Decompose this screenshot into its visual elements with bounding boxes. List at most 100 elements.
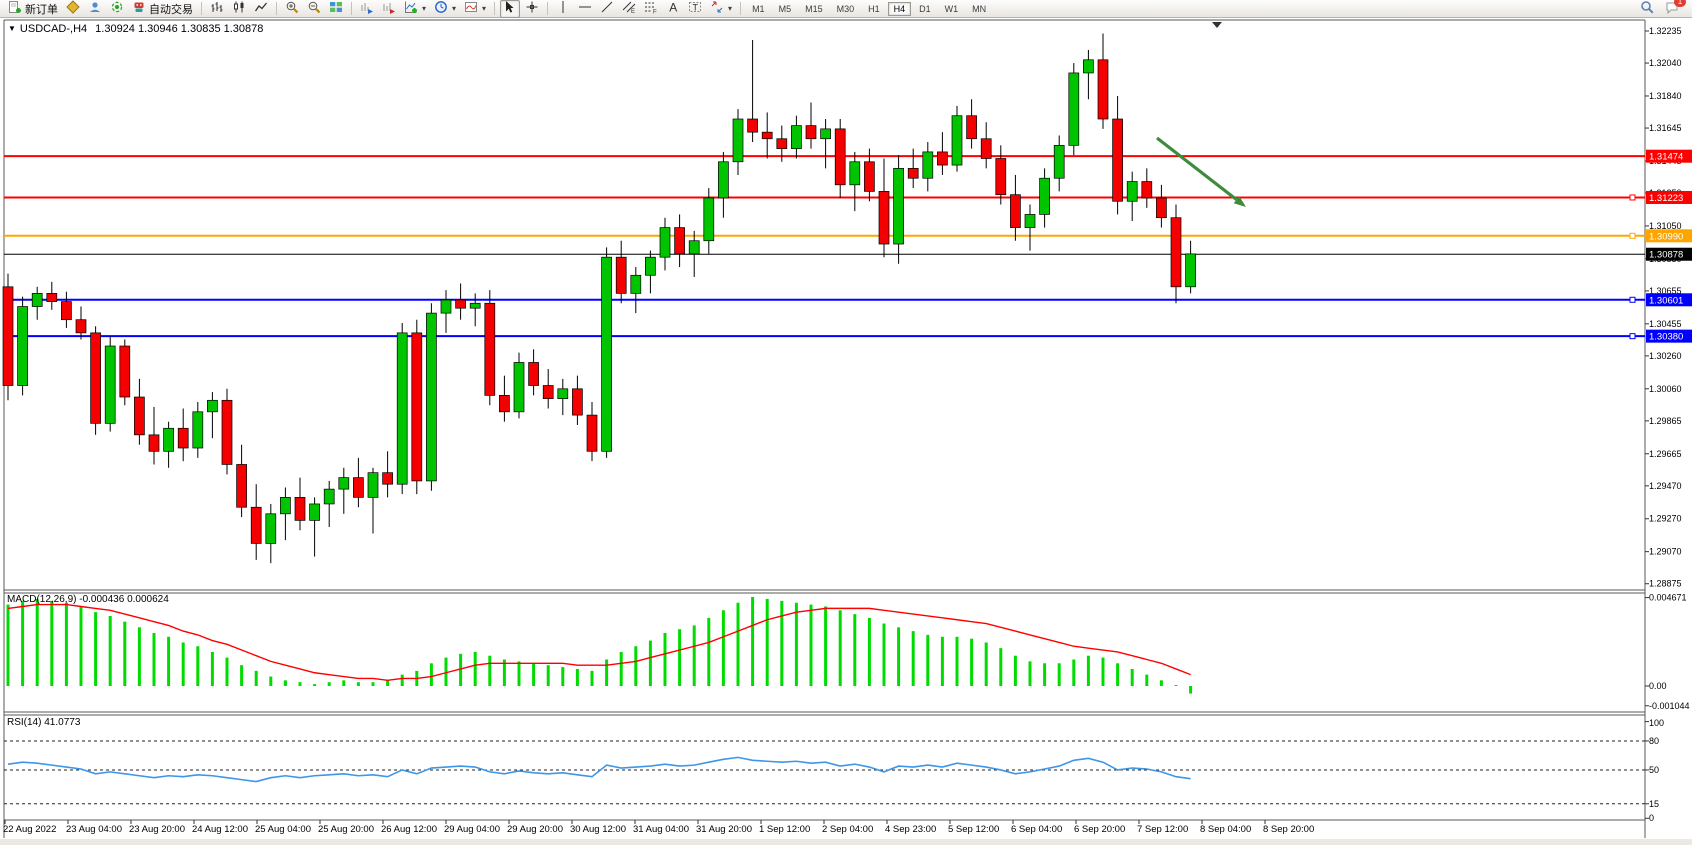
horizontal-line-tool-button[interactable] — [575, 0, 595, 18]
candle — [1039, 177, 1050, 215]
candle — [469, 302, 481, 309]
time-axis-label: 1 Sep 12:00 — [759, 824, 810, 835]
search-icon — [1640, 0, 1654, 17]
search-button[interactable] — [1637, 0, 1657, 18]
time-axis-label: 29 Aug 20:00 — [507, 824, 563, 835]
add-indicator-button[interactable]: ▾ — [401, 0, 429, 18]
timeframe-button-m1[interactable]: M1 — [752, 3, 765, 14]
tile-windows-button[interactable] — [326, 0, 346, 18]
candle — [688, 240, 700, 255]
label-tool-button[interactable]: T — [685, 0, 705, 18]
price-line-marker[interactable] — [1629, 333, 1636, 340]
candle — [864, 161, 875, 192]
rsi-axis-tick-label: 80 — [1649, 736, 1659, 746]
time-axis-label: 24 Aug 12:00 — [192, 824, 248, 835]
price-axis-tick-label: 1.31050 — [1649, 221, 1682, 231]
timeframe-button-d1[interactable]: D1 — [919, 3, 931, 14]
candle — [922, 151, 934, 179]
macd-axis-tick-label: 0.004671 — [1649, 593, 1687, 603]
time-axis-label: 8 Sep 04:00 — [1200, 824, 1251, 835]
candle — [572, 388, 583, 416]
line-chart-button[interactable] — [251, 0, 271, 18]
price-line-marker[interactable] — [1629, 194, 1636, 201]
price-line-marker[interactable] — [1629, 232, 1636, 239]
price-line-marker[interactable] — [1629, 296, 1636, 303]
price-axis-tick-label: 1.30060 — [1649, 384, 1682, 394]
vertical-line-tool-button[interactable] — [553, 0, 573, 18]
crosshair-tool-button[interactable] — [522, 0, 542, 18]
trend-arrow[interactable] — [1156, 136, 1238, 201]
channel-tool-button[interactable]: E — [619, 0, 639, 18]
svg-text:A: A — [669, 1, 677, 15]
fibonacci-tool-button[interactable]: F — [641, 0, 661, 18]
market-history-button[interactable] — [63, 0, 83, 18]
notifications-button[interactable]: 1 — [1662, 0, 1686, 18]
price-label-text: 1.30990 — [1649, 231, 1683, 242]
channel-icon: E — [622, 0, 636, 17]
toolbar-separator — [351, 2, 352, 15]
candle — [61, 301, 72, 321]
timeframe-button-m15[interactable]: M15 — [805, 3, 823, 14]
chart-autoscroll-button[interactable] — [379, 0, 399, 18]
timeframe-button-m5[interactable]: M5 — [778, 3, 792, 14]
candle — [411, 332, 423, 482]
candle — [484, 302, 496, 396]
timeframe-button-h1[interactable]: H1 — [868, 3, 880, 14]
candle — [294, 497, 306, 521]
timeframe-button-h4[interactable]: H4 — [887, 1, 912, 16]
candle — [192, 411, 204, 449]
rsi-axis-tick-label: 0 — [1649, 813, 1654, 823]
rsi-line — [7, 756, 1191, 783]
community-button[interactable] — [85, 0, 105, 18]
candle — [1112, 118, 1123, 202]
candle — [542, 385, 554, 400]
macd-axis-tick-label: -0.001044 — [1649, 701, 1690, 711]
price-axis-tick-label: 1.29270 — [1649, 514, 1682, 524]
blue-icon — [88, 0, 102, 17]
hline-icon — [578, 0, 592, 17]
candle — [1053, 144, 1065, 179]
cursor-icon — [503, 0, 517, 17]
timeframe-button-m30[interactable]: M30 — [836, 3, 855, 14]
candle — [893, 168, 904, 245]
chart-title-collapse-icon[interactable]: ▼ — [8, 24, 16, 33]
price-label-text: 1.31223 — [1649, 193, 1683, 204]
price-axis-tick-label: 1.32040 — [1649, 58, 1682, 68]
candle — [323, 488, 335, 505]
candle — [980, 138, 992, 159]
candle — [338, 477, 350, 490]
new-order-button[interactable]: 新订单 — [5, 0, 61, 18]
candle — [353, 477, 364, 498]
chart-shift-marker-icon[interactable] — [1212, 22, 1222, 28]
arrows-tool-button[interactable]: ▾ — [707, 0, 735, 18]
candle — [557, 388, 569, 400]
candle — [645, 256, 656, 276]
candlestick-chart-button[interactable] — [229, 0, 249, 18]
periods-button[interactable]: ▾ — [431, 0, 459, 18]
timeframe-button-w1[interactable]: W1 — [944, 3, 959, 14]
templates-button[interactable]: ▾ — [461, 0, 489, 18]
trend-arrow-head[interactable] — [1233, 196, 1246, 207]
signals-button[interactable] — [107, 0, 127, 18]
cursor-tool-button[interactable] — [500, 0, 521, 18]
auto-trading-button[interactable]: 自动交易 — [129, 0, 196, 18]
timeframe-button-mn[interactable]: MN — [972, 3, 987, 14]
template-icon — [464, 0, 478, 17]
clock-icon — [434, 0, 448, 17]
bar-chart-button[interactable] — [207, 0, 227, 18]
price-label-text: 1.30380 — [1649, 332, 1683, 343]
text-label-icon: T — [688, 0, 702, 17]
toolbar-separator — [276, 2, 277, 15]
text-tool-button[interactable]: A — [663, 0, 683, 18]
chart-shift-button[interactable] — [357, 0, 377, 18]
candle — [659, 227, 671, 258]
zoom-out-button[interactable] — [304, 0, 324, 18]
candle — [937, 151, 948, 166]
candle — [426, 312, 437, 482]
price-label-text: 1.31474 — [1649, 152, 1683, 163]
zoom-in-button[interactable] — [282, 0, 302, 18]
trendline-tool-button[interactable] — [597, 0, 617, 18]
candle — [309, 503, 320, 521]
